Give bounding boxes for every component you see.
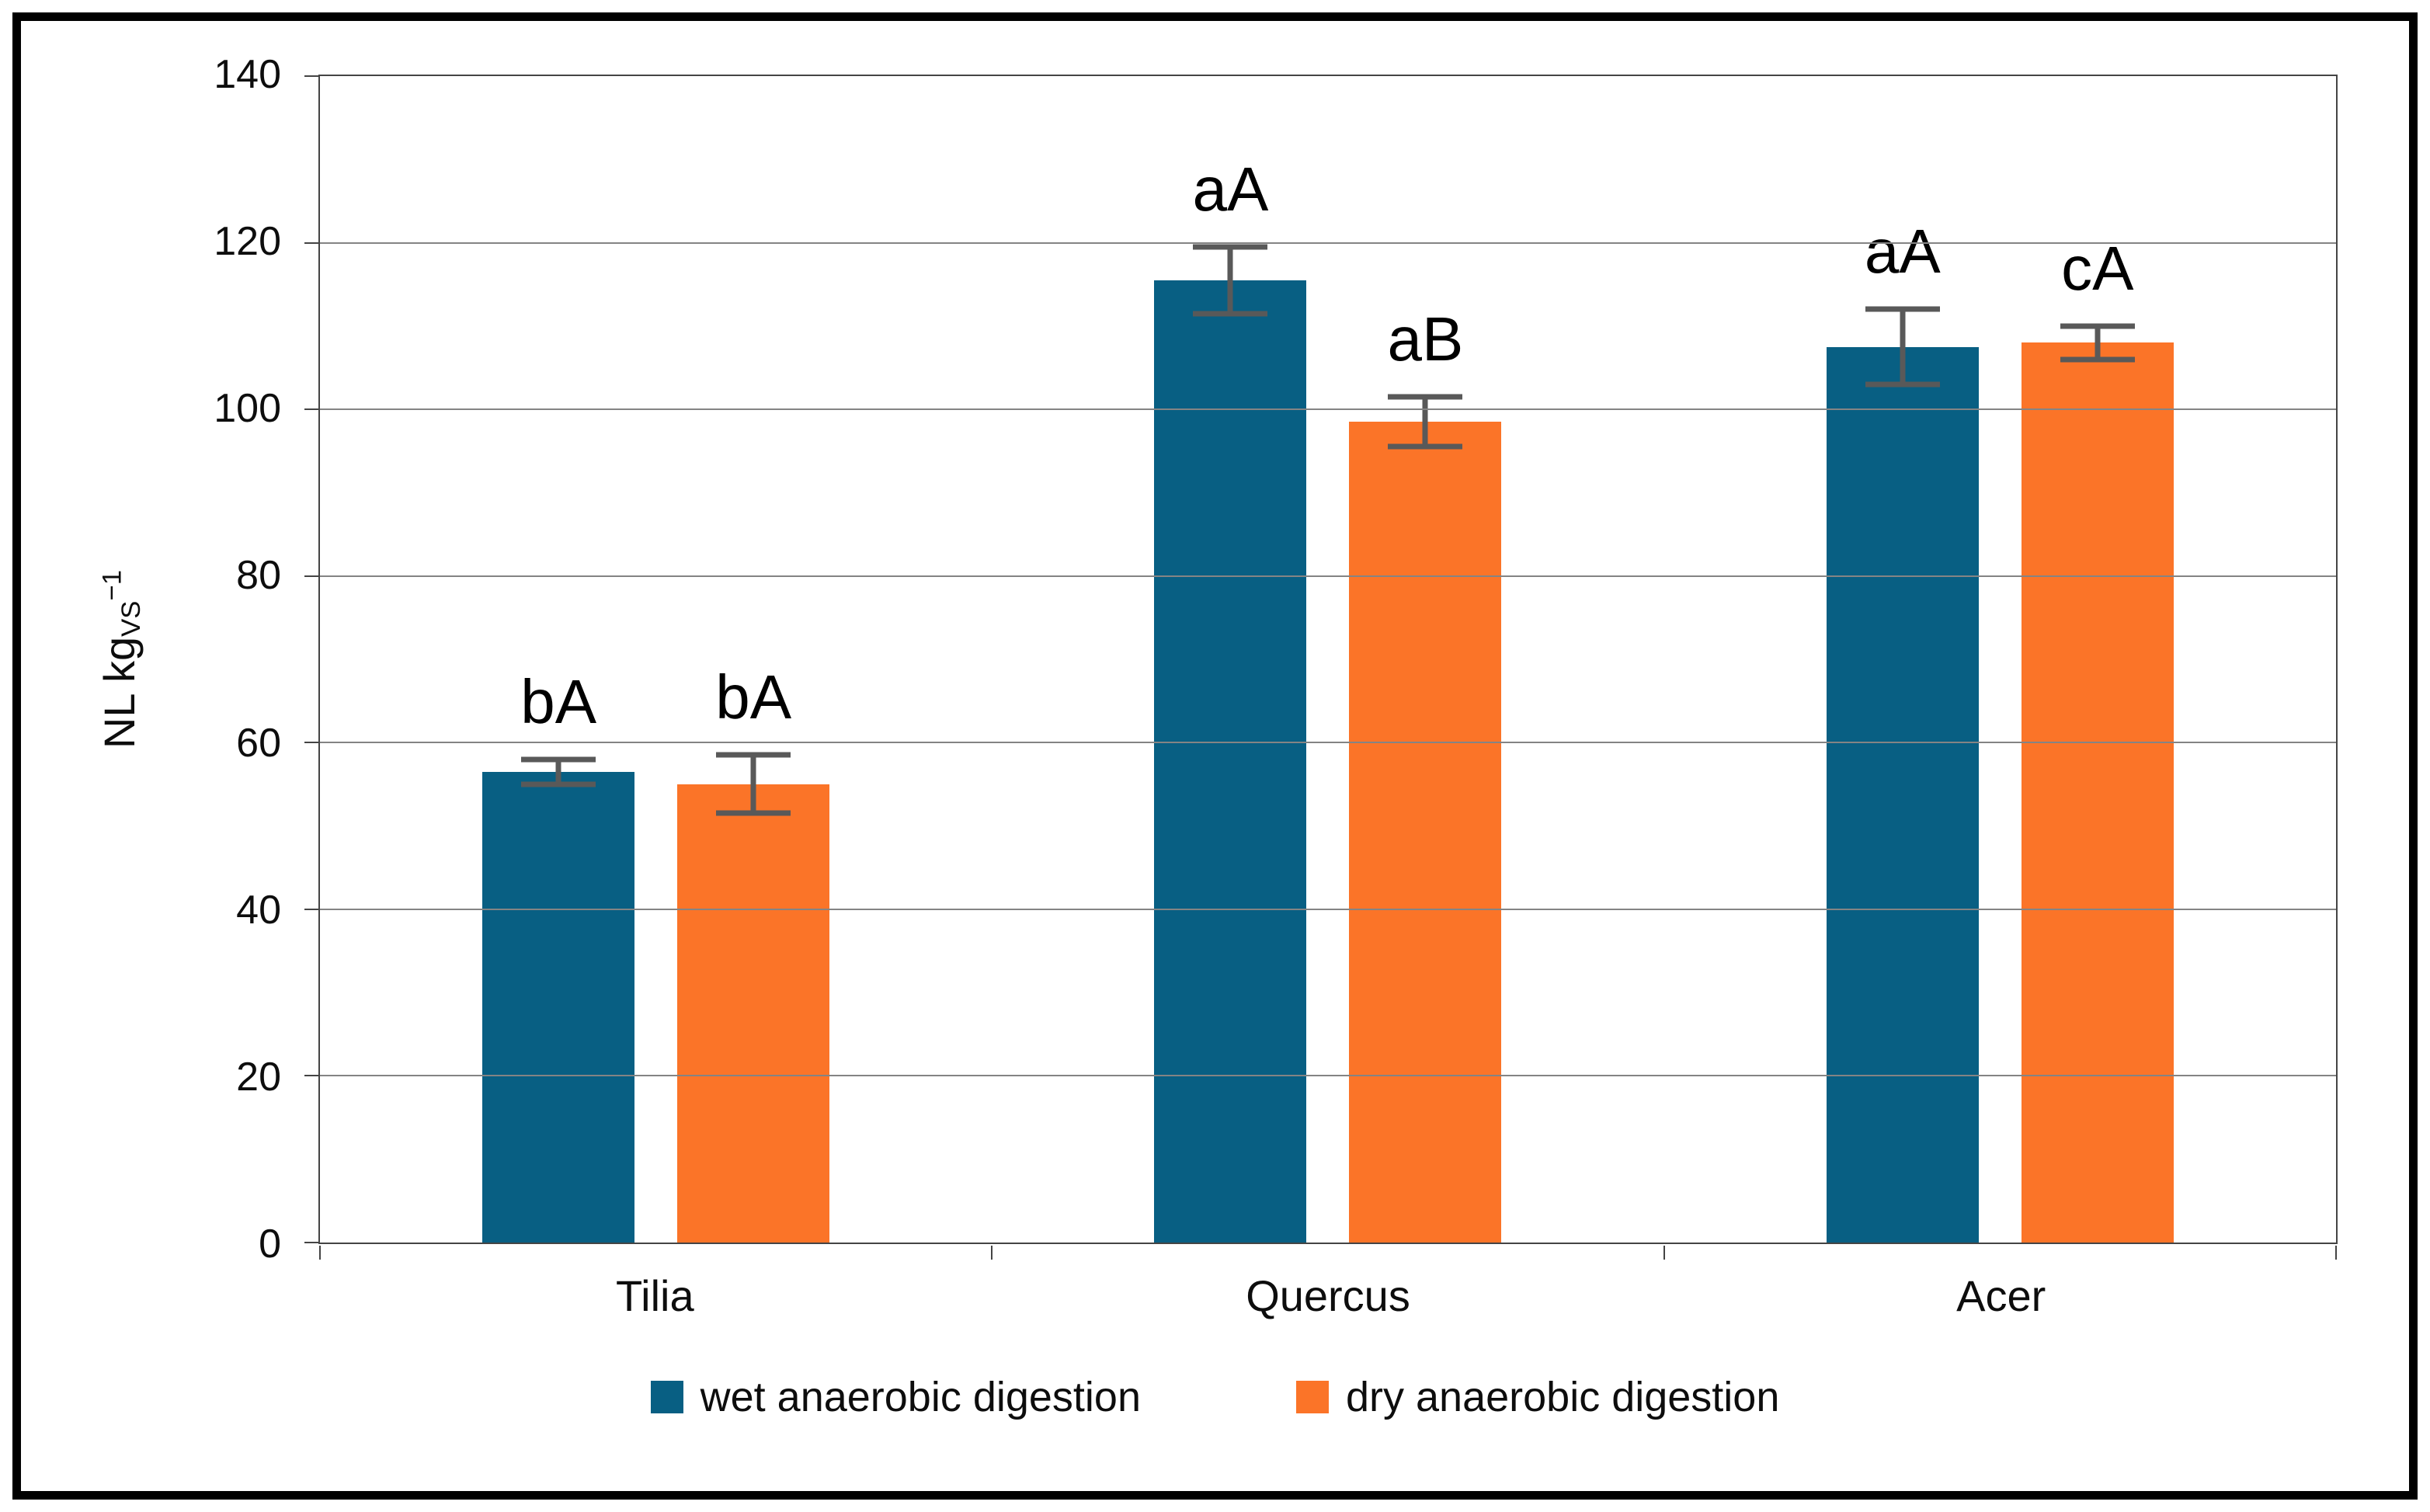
y-tick-label-120: 120 bbox=[214, 219, 281, 265]
significance-label-acer-wet: aA bbox=[1864, 217, 1941, 287]
bar-group-quercus: aA aB bbox=[992, 76, 1663, 1243]
bar-cell-tilia-wet: bA bbox=[482, 76, 635, 1243]
bar-quercus-dry bbox=[1349, 422, 1502, 1243]
bar-quercus-wet bbox=[1154, 280, 1307, 1243]
error-bar-bottom-cap bbox=[2060, 356, 2135, 363]
error-bar-top-cap bbox=[2060, 323, 2135, 329]
significance-label-tilia-dry: bA bbox=[715, 662, 792, 732]
y-tick-label-100: 100 bbox=[214, 386, 281, 432]
error-bar-top-cap bbox=[1388, 394, 1463, 400]
bar-tilia-dry bbox=[677, 784, 830, 1243]
error-bar-top-cap bbox=[1193, 244, 1268, 250]
x-axis-category-labels: Tilia Quercus Acer bbox=[318, 1270, 2338, 1321]
plot-area: bA bA aA aB aA cA bbox=[304, 75, 2338, 1260]
error-bar-line bbox=[1900, 309, 1906, 384]
y-tick-label-20: 20 bbox=[236, 1054, 281, 1100]
error-bar-bottom-cap bbox=[1193, 311, 1268, 317]
significance-label-acer-dry: cA bbox=[2061, 233, 2134, 303]
bar-cell-quercus-wet: aA bbox=[1154, 76, 1307, 1243]
legend-item-dry: dry anaerobic digestion bbox=[1296, 1373, 1779, 1421]
gridline-y-60 bbox=[320, 742, 2336, 744]
x-tick-mark-1 bbox=[991, 1246, 993, 1260]
error-bar-bottom-cap bbox=[716, 810, 791, 816]
legend: wet anaerobic digestion dry anaerobic dig… bbox=[0, 1373, 2430, 1421]
legend-label: dry anaerobic digestion bbox=[1346, 1374, 1780, 1420]
error-bar-line bbox=[1227, 246, 1233, 314]
error-bar-top-cap bbox=[521, 756, 596, 763]
bar-group-acer: aA cA bbox=[1664, 76, 2336, 1243]
error-bar-bottom-cap bbox=[521, 781, 596, 787]
x-label-acer: Acer bbox=[1956, 1271, 2046, 1320]
y-tick-mark-40 bbox=[304, 908, 318, 910]
error-bar-top-cap bbox=[716, 752, 791, 758]
bar-cell-acer-dry: cA bbox=[2021, 76, 2174, 1243]
legend-label: wet anaerobic digestion bbox=[700, 1374, 1141, 1420]
x-tick-mark-2 bbox=[1663, 1246, 1665, 1260]
error-bar-top-cap bbox=[1865, 306, 1940, 312]
bar-cell-tilia-dry: bA bbox=[677, 76, 830, 1243]
bar-tilia-wet bbox=[482, 771, 635, 1243]
bar-group-tilia: bA bA bbox=[320, 76, 992, 1243]
gridline-y-20 bbox=[320, 1075, 2336, 1077]
y-axis-tick-labels: 0 20 40 60 80 100 120 140 bbox=[0, 52, 281, 1267]
error-bar-line bbox=[750, 755, 756, 814]
legend-item-wet: wet anaerobic digestion bbox=[650, 1373, 1141, 1421]
error-bar-line bbox=[555, 759, 561, 784]
gridline-y-120 bbox=[320, 242, 2336, 244]
bar-cell-quercus-dry: aB bbox=[1349, 76, 1502, 1243]
x-label-tilia: Tilia bbox=[616, 1271, 694, 1320]
legend-swatch-icon bbox=[650, 1381, 683, 1413]
bar-acer-wet bbox=[1826, 346, 1979, 1243]
y-tick-mark-20 bbox=[304, 1075, 318, 1077]
x-label-quercus: Quercus bbox=[1246, 1271, 1410, 1320]
bar-groups: bA bA aA aB aA cA bbox=[320, 76, 2336, 1243]
significance-label-tilia-wet: bA bbox=[520, 666, 597, 736]
x-tick-mark-3 bbox=[2335, 1246, 2337, 1260]
bar-cell-acer-wet: aA bbox=[1826, 76, 1979, 1243]
legend-swatch-icon bbox=[1296, 1381, 1329, 1413]
y-tick-mark-80 bbox=[304, 575, 318, 577]
error-bar-line bbox=[1422, 397, 1428, 447]
y-tick-label-140: 140 bbox=[214, 52, 281, 97]
y-tick-label-60: 60 bbox=[236, 720, 281, 766]
y-tick-label-80: 80 bbox=[236, 553, 281, 599]
x-tick-mark-0 bbox=[319, 1246, 321, 1260]
y-tick-mark-0 bbox=[304, 1242, 318, 1243]
error-bar-bottom-cap bbox=[1865, 381, 1940, 388]
gridline-y-80 bbox=[320, 575, 2336, 577]
gridline-y-100 bbox=[320, 408, 2336, 411]
y-tick-mark-100 bbox=[304, 408, 318, 411]
y-tick-mark-60 bbox=[304, 742, 318, 744]
gridline-y-40 bbox=[320, 908, 2336, 910]
error-bar-bottom-cap bbox=[1388, 443, 1463, 450]
y-tick-mark-120 bbox=[304, 242, 318, 244]
y-tick-mark-140 bbox=[304, 75, 318, 77]
y-tick-label-0: 0 bbox=[259, 1222, 281, 1267]
bar-acer-dry bbox=[2021, 342, 2174, 1243]
significance-label-quercus-dry: aB bbox=[1387, 304, 1464, 374]
error-bar-line bbox=[2095, 325, 2101, 360]
significance-label-quercus-wet: aA bbox=[1192, 154, 1269, 224]
y-tick-label-40: 40 bbox=[236, 887, 281, 933]
